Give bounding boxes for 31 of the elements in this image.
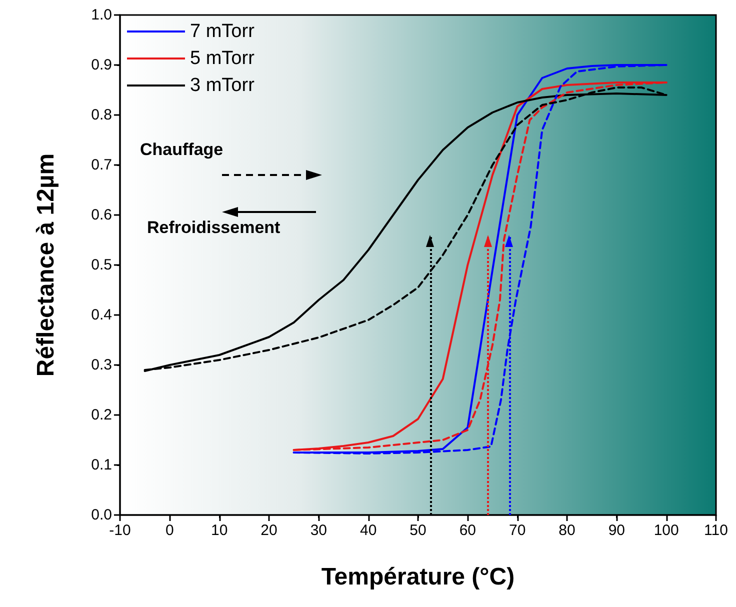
y-tick-label: 0.3 (91, 356, 112, 374)
x-tick-label: 60 (459, 522, 476, 539)
y-tick-label: 0.9 (91, 56, 112, 74)
y-tick-label: 0.5 (91, 256, 112, 274)
x-tick-label: 50 (410, 522, 426, 539)
x-tick-label: 70 (508, 522, 526, 539)
x-tick-label: 110 (704, 522, 728, 539)
y-axis-title: Réflectance à 12µm (32, 153, 60, 377)
x-tick-label: 30 (310, 522, 328, 539)
y-tick-label: 0.1 (91, 456, 112, 474)
y-tick-label: 0.4 (91, 306, 112, 324)
x-tick-label: 0 (165, 522, 174, 539)
y-tick-label: 0.6 (91, 206, 112, 224)
y-tick-label: 0.7 (91, 156, 112, 174)
x-tick-label: 80 (558, 522, 576, 539)
x-tick-label: 40 (360, 522, 377, 539)
y-tick-label: 0.0 (91, 506, 112, 524)
x-tick-label: 90 (608, 522, 626, 539)
x-tick-label: -10 (109, 522, 131, 539)
annotation: Refroidissement (147, 218, 281, 237)
x-tick-label: 10 (210, 522, 228, 539)
x-axis-title: Température (°C) (321, 564, 515, 590)
y-tick-label: 0.8 (91, 106, 112, 124)
x-tick-label: 20 (260, 522, 278, 539)
legend-label: 3 mTorr (190, 75, 256, 96)
legend-label: 5 mTorr (190, 48, 256, 69)
y-tick-label: 1.0 (91, 6, 112, 24)
x-tick-label: 100 (654, 522, 679, 539)
legend-label: 7 mTorr (190, 21, 256, 42)
annotation: Chauffage (140, 140, 224, 159)
y-tick-label: 0.2 (91, 406, 112, 424)
